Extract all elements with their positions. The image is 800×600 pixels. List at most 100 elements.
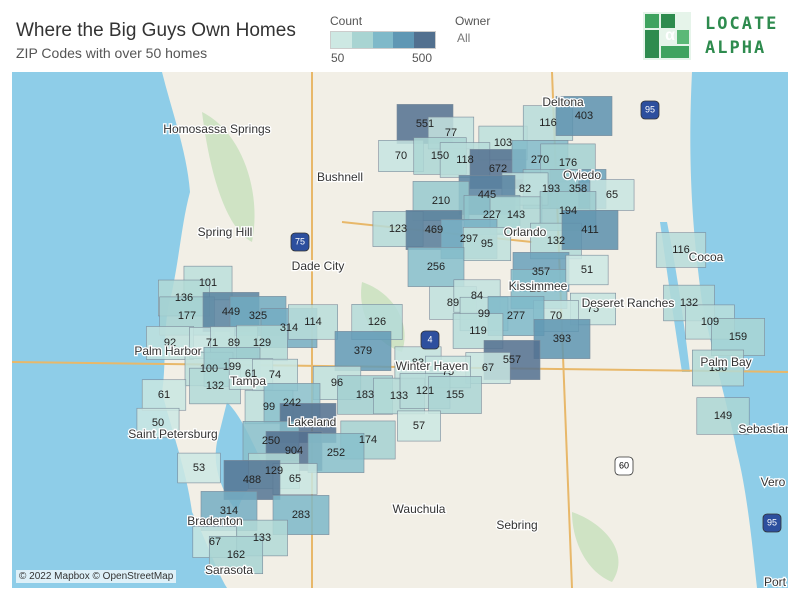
- zip-label: 118: [456, 154, 474, 166]
- filter-value[interactable]: All: [457, 31, 471, 45]
- highway-shield: [420, 330, 440, 350]
- zip-label: 116: [672, 244, 690, 256]
- zip-label: 252: [327, 447, 345, 459]
- zip-label: 199: [223, 361, 241, 373]
- zip-label: 132: [206, 380, 224, 392]
- zip-label: 174: [359, 434, 377, 446]
- zip-area: [589, 179, 635, 211]
- zip-label: 557: [503, 354, 521, 366]
- attribution: © 2022 Mapbox © OpenStreetMap: [16, 570, 177, 583]
- zip-area: [334, 331, 392, 371]
- zip-label: 904: [285, 445, 303, 457]
- zip-label: 95: [481, 238, 493, 250]
- zip-label: 75: [442, 366, 454, 378]
- zip-label: 159: [729, 331, 747, 343]
- place-label: Orlando: [504, 225, 547, 239]
- place-label: Palm Harbor: [134, 344, 201, 358]
- title: Where the Big Guys Own Homes: [16, 20, 296, 41]
- zip-label: 551: [416, 118, 434, 130]
- zip-label: 116: [539, 117, 557, 129]
- place-label: Sarasota: [205, 563, 253, 577]
- zip-label: 149: [714, 410, 732, 422]
- zip-label: 57: [413, 420, 425, 432]
- zip-label: 96: [331, 377, 343, 389]
- zip-label: 177: [178, 310, 196, 322]
- zip-label: 358: [569, 183, 587, 195]
- highway-shield: [762, 513, 782, 533]
- zip-label: 136: [709, 362, 727, 374]
- zip-label: 103: [494, 137, 512, 149]
- zip-area: [397, 410, 441, 442]
- zip-label: 150: [431, 150, 449, 162]
- logo-icon: α: [643, 12, 691, 60]
- zip-label: 126: [368, 316, 386, 328]
- zip-area: [288, 304, 338, 340]
- zip-label: 101: [199, 277, 217, 289]
- subtitle: ZIP Codes with over 50 homes: [16, 45, 208, 61]
- zip-label: 100: [200, 363, 218, 375]
- zip-label: 445: [478, 189, 496, 201]
- highway-number: 4: [427, 334, 432, 344]
- place-label: Deseret Ranches: [582, 296, 675, 310]
- legend-min: 50: [331, 51, 345, 65]
- zip-label: 132: [680, 297, 698, 309]
- zip-label: 193: [542, 183, 560, 195]
- zip-label: 256: [427, 261, 445, 273]
- place-label: Saint Petersburg: [128, 427, 217, 441]
- place-label: Tampa: [230, 374, 266, 388]
- place-label: Cocoa: [689, 250, 724, 264]
- zip-label: 314: [220, 505, 238, 517]
- zip-area: [533, 319, 591, 359]
- place-label: Sebastian: [738, 422, 788, 436]
- zip-area: [208, 535, 264, 575]
- zip-label: 84: [471, 290, 483, 302]
- place-label: Port: [764, 575, 787, 588]
- zip-area: [692, 349, 744, 387]
- logo-text: LOCATE: [705, 14, 779, 34]
- place-label: Bradenton: [187, 514, 242, 528]
- zip-label: 50: [152, 417, 164, 429]
- zip-area: [428, 376, 482, 414]
- place-label: Vero: [761, 475, 786, 489]
- zip-label: 67: [209, 536, 221, 548]
- highway-number: 95: [645, 104, 655, 114]
- zip-label: 119: [469, 325, 487, 337]
- zip-label: 314: [280, 322, 298, 334]
- zip-label: 77: [445, 127, 457, 139]
- zip-label: 488: [243, 474, 261, 486]
- highway-number: 95: [767, 517, 777, 527]
- highway-shield: [290, 232, 310, 252]
- zip-label: 99: [263, 401, 275, 413]
- place-label: Deltona: [542, 95, 584, 109]
- zip-label: 270: [531, 154, 549, 166]
- legend-max: 500: [412, 51, 433, 65]
- place-label: Bushnell: [317, 170, 363, 184]
- map[interactable]: 551 77 103 116 403 70 150 118 672 270 176 358 193 82 6…: [12, 72, 788, 588]
- zip-label: 123: [389, 223, 407, 235]
- zip-area: [696, 397, 750, 435]
- zip-label: 129: [265, 465, 283, 477]
- zip-label: 70: [395, 150, 407, 162]
- zip-label: 143: [507, 209, 525, 221]
- zip-label: 325: [249, 310, 267, 322]
- zip-label: 155: [446, 389, 464, 401]
- zip-label: 176: [559, 157, 577, 169]
- zip-label: 114: [304, 316, 322, 328]
- zip-label: 357: [532, 266, 550, 278]
- zip-label: 92: [164, 337, 176, 349]
- zip-label: 74: [269, 369, 281, 381]
- zip-label: 242: [283, 397, 301, 409]
- zip-label: 67: [482, 362, 494, 374]
- zip-label: 61: [158, 389, 170, 401]
- place-label: Oviedo: [563, 168, 601, 182]
- zip-label: 71: [206, 337, 218, 349]
- zip-area: [565, 254, 609, 286]
- zip-label: 277: [507, 310, 525, 322]
- zip-label: 82: [519, 183, 531, 195]
- zip-label: 194: [559, 205, 577, 217]
- zip-label: 283: [292, 509, 310, 521]
- zip-label: 89: [447, 297, 459, 309]
- zip-label: 379: [354, 345, 372, 357]
- zip-label: 133: [390, 390, 408, 402]
